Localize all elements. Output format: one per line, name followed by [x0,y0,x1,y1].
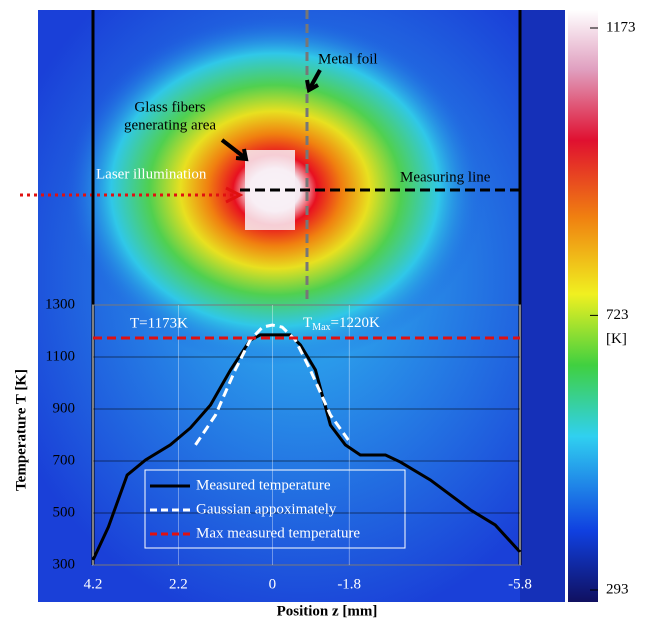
x-tick-label: -5.8 [508,576,532,592]
thermal-edge [520,10,565,602]
annotation: Laser illumination [96,166,207,182]
annotation: Measuring line [400,169,491,185]
y-tick-label: 900 [53,400,76,416]
x-axis-label: Position z [mm] [277,603,378,619]
x-tick-label: 4.2 [84,576,103,592]
y-tick-label: 1300 [45,296,75,312]
x-tick-label: 0 [269,576,277,592]
annotation: T=1173K [130,315,188,331]
colorbar [568,10,598,602]
y-tick-label: 300 [53,556,76,572]
colorbar-unit: [K] [606,331,627,347]
colorbar-tick-label: 1173 [606,19,635,35]
annotation-part: Max [312,322,330,333]
y-tick-label: 500 [53,504,76,520]
annotation: Metal foil [318,51,378,67]
legend-label: Measured temperature [196,477,331,493]
y-tick-label: 1100 [46,348,75,364]
annotation-part: T [303,315,312,331]
annotation: generating area [124,117,216,133]
x-tick-label: -1.8 [337,576,361,592]
colorbar-tick-label: 723 [606,307,629,323]
figure: Metal foil Glass fibers generating area … [0,0,646,627]
y-axis-label: Temperature T [K] [13,369,29,491]
legend-label: Max measured temperature [196,525,360,541]
annotation-part: =1220K [331,315,380,331]
y-tick-label: 700 [53,452,76,468]
colorbar-tick-label: 293 [606,581,629,597]
annotation: Glass fibers [134,99,205,115]
legend-label: Gaussian appoximately [196,501,337,517]
x-tick-label: 2.2 [169,576,188,592]
